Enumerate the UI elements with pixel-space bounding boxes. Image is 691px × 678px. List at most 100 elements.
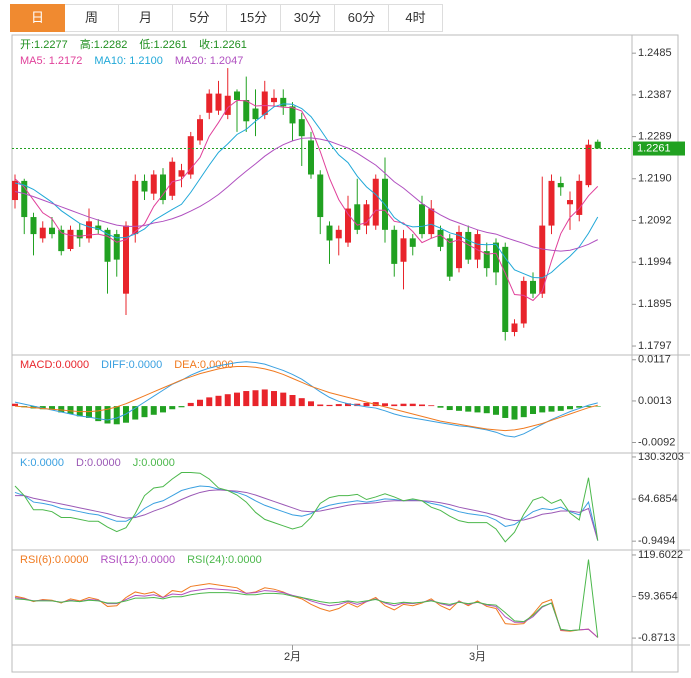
period-tab[interactable]: 4时 xyxy=(389,4,443,32)
legend-label: J:0.0000 xyxy=(133,457,175,469)
series-line xyxy=(14,583,599,638)
macd-bar xyxy=(511,406,518,420)
candle-body xyxy=(49,227,55,235)
macd-bar xyxy=(224,394,231,407)
candle-body xyxy=(409,238,416,247)
macd-bar xyxy=(594,406,601,407)
candle-body xyxy=(539,225,546,294)
macd-bar xyxy=(456,406,462,411)
legend-label: RSI(24):0.0000 xyxy=(187,554,262,566)
macd-bar xyxy=(113,406,120,425)
macd-bar xyxy=(197,399,203,407)
candle-body xyxy=(502,246,509,332)
legend-label: 低:1.2261 xyxy=(139,38,187,51)
candle-body xyxy=(419,204,425,235)
legend-label: K:0.0000 xyxy=(20,457,64,469)
candle-body xyxy=(372,178,379,226)
candle-body xyxy=(178,170,185,177)
legend-label: 收:1.2261 xyxy=(199,37,247,51)
candle-body xyxy=(206,93,213,113)
legend-label: 高:1.2282 xyxy=(80,37,128,51)
candle-body xyxy=(446,238,453,277)
candle-body xyxy=(58,229,65,252)
candle-body xyxy=(428,208,435,235)
macd-bar xyxy=(141,406,148,418)
y-tick-label: -0.8713 xyxy=(638,632,675,644)
candle-body xyxy=(224,95,231,115)
y-tick-label: 1.1994 xyxy=(638,256,672,268)
candle-body xyxy=(520,280,527,324)
legend-label: D:0.0000 xyxy=(76,457,121,469)
macd-bar xyxy=(289,395,296,407)
period-tab[interactable]: 15分 xyxy=(227,4,281,32)
macd-bar xyxy=(428,405,435,407)
candle-body xyxy=(30,217,37,235)
candle-body xyxy=(567,200,573,205)
y-tick-label: 0.0117 xyxy=(638,354,671,366)
candle-body xyxy=(493,242,499,273)
x-tick-label: 3月 xyxy=(469,651,486,663)
macd-bar xyxy=(530,406,536,414)
macd-bar xyxy=(567,406,573,410)
candle-body xyxy=(150,174,157,194)
period-tab[interactable]: 周 xyxy=(65,4,119,32)
legend-label: MACD:0.0000 xyxy=(20,359,89,371)
period-tab[interactable]: 5分 xyxy=(173,4,227,32)
series-line xyxy=(14,361,598,438)
macd-bar xyxy=(234,392,240,407)
candle-body xyxy=(21,180,28,218)
candle-body xyxy=(308,140,314,175)
period-tab[interactable]: 30分 xyxy=(281,4,335,32)
macd-bar xyxy=(548,406,555,412)
macd-bar xyxy=(178,406,185,408)
period-tab[interactable]: 日 xyxy=(10,4,65,32)
legend-label: DIFF:0.0000 xyxy=(101,359,162,371)
y-tick-label: 64.6854 xyxy=(638,493,678,505)
y-tick-label: 0.0013 xyxy=(638,395,672,407)
candle-body xyxy=(289,106,296,124)
candle-body xyxy=(141,180,148,192)
macd-bar xyxy=(298,398,305,407)
candle-body xyxy=(437,229,444,247)
macd-bar xyxy=(382,403,388,407)
period-tab[interactable]: 60分 xyxy=(335,4,389,32)
candle-body xyxy=(317,174,324,218)
macd-bar xyxy=(474,406,481,413)
period-tabs: 日周月 5分 15分 30分 60分 4时 xyxy=(10,4,443,32)
last-price-label: 1.2261 xyxy=(637,142,671,154)
macd-bar xyxy=(206,397,213,407)
candle-body xyxy=(585,144,592,186)
series-line xyxy=(14,366,598,432)
macd-bar xyxy=(502,406,509,418)
macd-bar xyxy=(326,404,333,407)
macd-bar xyxy=(391,404,398,407)
candle-body xyxy=(345,208,351,243)
candle-body xyxy=(132,180,139,235)
macd-bar xyxy=(363,402,370,407)
period-tab[interactable]: 月 xyxy=(119,4,173,32)
candle-body xyxy=(298,119,305,137)
candle-body xyxy=(169,161,176,196)
y-tick-label: 1.2387 xyxy=(638,89,672,101)
macd-bar xyxy=(539,406,546,413)
y-tick-label: -0.0092 xyxy=(638,436,675,448)
series-line xyxy=(14,472,599,543)
series-line xyxy=(14,587,599,638)
macd-bar xyxy=(271,391,277,407)
macd-bar xyxy=(12,403,18,407)
candle-body xyxy=(67,229,74,249)
series-line xyxy=(14,99,599,302)
series-line xyxy=(14,103,599,279)
macd-bar xyxy=(520,406,527,418)
candle-body xyxy=(252,108,259,120)
macd-bar xyxy=(67,406,74,414)
last-price-box xyxy=(633,141,685,156)
macd-bar xyxy=(400,403,407,407)
legend-label: DEA:0.0000 xyxy=(174,359,233,371)
macd-bar xyxy=(335,404,342,407)
candle-body xyxy=(400,238,407,262)
macd-bar xyxy=(345,403,351,407)
candle-body xyxy=(483,251,490,269)
